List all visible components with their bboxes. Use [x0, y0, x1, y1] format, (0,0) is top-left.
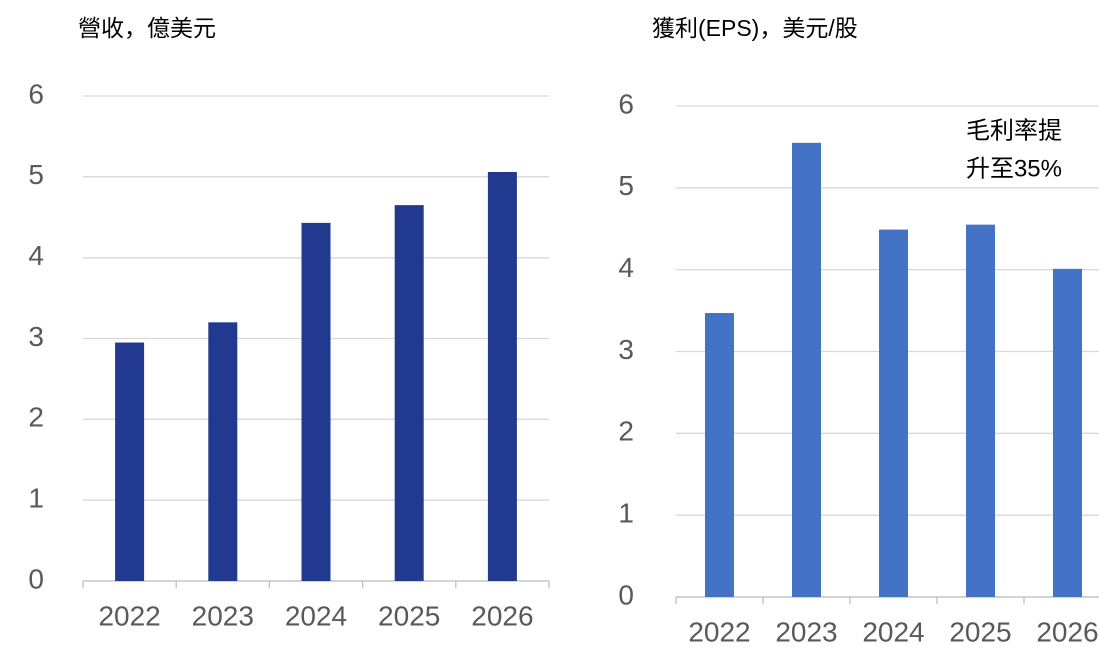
annotation: 毛利率提: [966, 117, 1062, 144]
annotation: 升至35%: [966, 155, 1062, 182]
y-tick-label: 0: [618, 579, 634, 610]
y-tick-label: 6: [28, 78, 44, 109]
x-tick-label: 2022: [688, 616, 750, 647]
bar: [1053, 268, 1082, 597]
chart-title: 獲利(EPS)，美元/股: [652, 15, 858, 41]
bar: [487, 171, 517, 581]
y-tick-label: 5: [28, 159, 44, 190]
bar: [208, 322, 238, 581]
x-tick-label: 2024: [285, 600, 347, 631]
y-tick-label: 2: [28, 402, 44, 433]
bar: [792, 142, 821, 597]
x-tick-label: 2023: [775, 616, 837, 647]
x-tick-label: 2023: [192, 600, 254, 631]
bar: [115, 342, 145, 581]
y-tick-label: 3: [28, 321, 44, 352]
bar: [394, 205, 424, 581]
y-tick-label: 0: [28, 563, 44, 594]
y-tick-label: 4: [28, 240, 44, 271]
x-tick-label: 2022: [98, 600, 160, 631]
x-tick-label: 2025: [949, 616, 1011, 647]
bar: [879, 229, 908, 597]
chart-title: 營收，億美元: [78, 15, 216, 41]
y-tick-label: 3: [618, 334, 634, 365]
x-tick-label: 2025: [378, 600, 440, 631]
x-tick-label: 2026: [471, 600, 533, 631]
bar: [301, 222, 331, 582]
y-tick-label: 2: [618, 416, 634, 447]
bar: [705, 313, 734, 597]
y-tick-label: 5: [618, 170, 634, 201]
y-tick-label: 1: [618, 498, 634, 529]
y-tick-label: 1: [28, 483, 44, 514]
x-tick-label: 2026: [1036, 616, 1098, 647]
x-tick-label: 2024: [862, 616, 924, 647]
y-tick-label: 4: [618, 252, 634, 283]
bar: [966, 224, 995, 598]
y-tick-label: 6: [618, 88, 634, 119]
